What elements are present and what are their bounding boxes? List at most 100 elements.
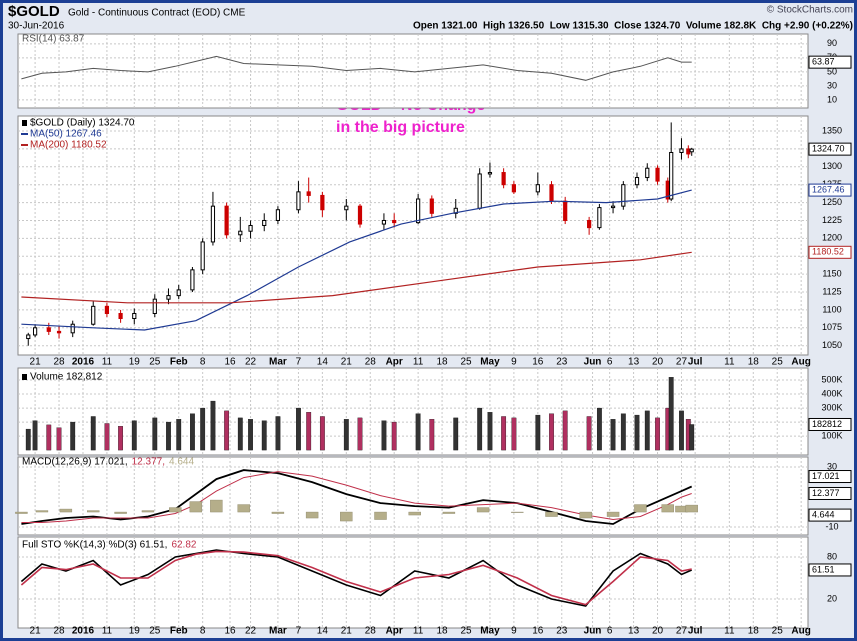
volume-bar bbox=[487, 412, 493, 451]
histogram-bar bbox=[634, 504, 647, 513]
histogram-bar bbox=[374, 511, 387, 520]
volume-bar bbox=[562, 410, 568, 451]
x-tick-label: 11 bbox=[724, 357, 735, 368]
x-tick-label: 22 bbox=[245, 626, 257, 637]
x-tick-label: May bbox=[480, 357, 500, 368]
value-box bbox=[808, 55, 852, 69]
histogram-bar bbox=[35, 510, 49, 513]
histogram-bar bbox=[271, 511, 285, 514]
x-tick-label: Aug bbox=[791, 357, 810, 368]
legend-entry: Volume 182,812 bbox=[30, 372, 103, 383]
volume-bar bbox=[679, 410, 684, 451]
volume-bar bbox=[655, 417, 660, 451]
candle-body bbox=[477, 173, 482, 209]
legend-swatch bbox=[22, 374, 27, 380]
quote: Open 1321.00 High 1326.50 Low 1315.30 Cl… bbox=[413, 21, 853, 32]
x-tick-label: 25 bbox=[460, 626, 472, 637]
candle-body bbox=[669, 151, 674, 200]
x-tick-label: Jun bbox=[584, 626, 602, 637]
x-tick-label: 25 bbox=[772, 357, 784, 368]
histogram-bar bbox=[340, 511, 353, 522]
instrument-name: Gold - Continuous Contract (EOD) CME bbox=[68, 8, 246, 19]
x-tick-label: 27 bbox=[676, 357, 688, 368]
x-tick-label: Jun bbox=[584, 357, 602, 368]
candle-body bbox=[487, 172, 493, 175]
volume-bar bbox=[511, 417, 517, 451]
x-tick-label: 27 bbox=[676, 626, 688, 637]
value-box-label: 4.644 bbox=[812, 509, 835, 519]
y-tick-label: 1100 bbox=[822, 304, 841, 314]
x-tick-label: Mar bbox=[269, 626, 287, 637]
volume-bar bbox=[596, 407, 602, 451]
x-tick-label: May bbox=[480, 626, 500, 637]
volume-bar bbox=[190, 413, 195, 451]
histogram-bar bbox=[408, 511, 421, 516]
candle-body bbox=[224, 205, 229, 236]
x-tick-label: 21 bbox=[341, 626, 353, 637]
volume-bar bbox=[237, 417, 243, 451]
legend-entry: 62.82 bbox=[171, 540, 196, 551]
value-box-label: 63.87 bbox=[812, 57, 835, 67]
x-tick-label: 25 bbox=[149, 626, 161, 637]
y-tick-label: 30 bbox=[827, 80, 837, 90]
candle-body bbox=[296, 191, 301, 211]
x-tick-label: 13 bbox=[628, 626, 640, 637]
candle-body bbox=[200, 241, 205, 271]
legend-swatch bbox=[22, 120, 27, 126]
volume-bar bbox=[501, 416, 507, 451]
candle-body bbox=[238, 230, 243, 236]
volume-bar bbox=[224, 410, 230, 451]
volume-bar bbox=[248, 419, 253, 451]
volume-bar bbox=[104, 423, 110, 451]
macd-line bbox=[21, 469, 693, 525]
x-tick-label: 25 bbox=[772, 626, 784, 637]
x-tick-label: 18 bbox=[748, 357, 760, 368]
histogram-bar bbox=[442, 511, 456, 514]
panel bbox=[17, 115, 809, 356]
legend-entry: 12.377, bbox=[132, 457, 165, 468]
x-tick-label: 28 bbox=[365, 357, 377, 368]
candle-body bbox=[118, 312, 123, 320]
y-tick-label: 500K bbox=[821, 374, 842, 384]
x-tick-label: Aug bbox=[791, 626, 810, 637]
x-tick-label: 21 bbox=[341, 357, 353, 368]
value-box bbox=[808, 508, 852, 522]
value-box-label: 12.377 bbox=[812, 488, 840, 498]
candle-body bbox=[686, 148, 691, 155]
volume-bar bbox=[210, 400, 216, 451]
histogram-bar bbox=[169, 507, 182, 513]
value-box bbox=[808, 245, 852, 259]
legend-entry: $GOLD (Daily) 1324.70 bbox=[30, 118, 135, 129]
candle-body bbox=[248, 224, 253, 232]
histogram-bar bbox=[237, 504, 250, 513]
x-tick-label: 11 bbox=[102, 357, 113, 368]
candle-body bbox=[91, 305, 96, 325]
candle-body bbox=[275, 209, 281, 221]
legend-entry: MA(200) 1180.52 bbox=[30, 140, 107, 151]
histogram-bar bbox=[59, 508, 73, 513]
legend-entry: RSI(14) 63.87 bbox=[22, 34, 85, 45]
volume-bar bbox=[200, 407, 206, 451]
candle-body bbox=[104, 305, 110, 314]
moving-average bbox=[21, 251, 692, 304]
panel bbox=[17, 456, 809, 536]
volume-bar bbox=[343, 419, 349, 451]
x-tick-label: 9 bbox=[511, 357, 517, 368]
candle-body bbox=[511, 184, 516, 193]
volume-bar bbox=[176, 419, 182, 451]
indicator-line bbox=[20, 549, 693, 607]
histogram-bar bbox=[189, 501, 203, 513]
x-tick-label: 6 bbox=[607, 626, 613, 637]
x-tick-label: 19 bbox=[129, 357, 141, 368]
candle-body bbox=[56, 330, 62, 334]
x-tick-label: 18 bbox=[437, 626, 449, 637]
candle-body bbox=[416, 198, 421, 224]
x-tick-label: 21 bbox=[30, 626, 42, 637]
y-tick-label: 1300 bbox=[822, 161, 842, 171]
candle-body bbox=[381, 219, 387, 225]
volume-bar bbox=[381, 420, 387, 451]
volume-bar bbox=[131, 420, 137, 451]
volume-bar bbox=[118, 426, 123, 451]
volume-bar bbox=[32, 420, 38, 451]
